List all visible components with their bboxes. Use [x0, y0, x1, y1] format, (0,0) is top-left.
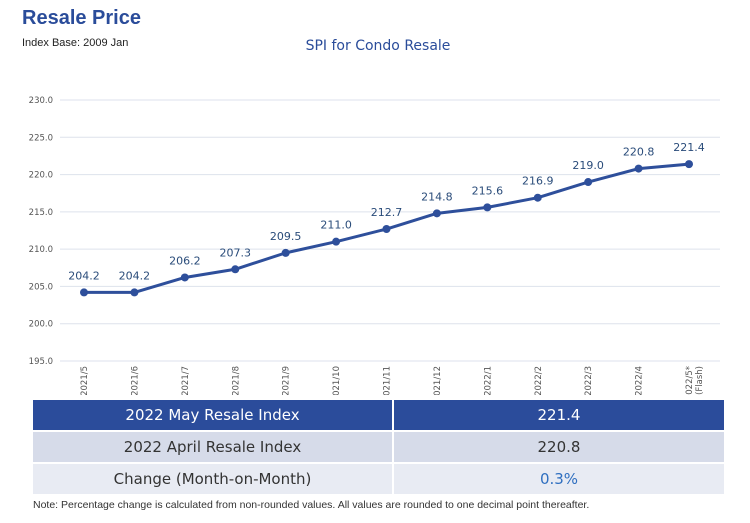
x-tick-label: 2021/7 — [181, 366, 191, 395]
x-tick-group: 2021/6 — [130, 366, 140, 395]
x-tick-label: 2021/8 — [231, 366, 241, 395]
x-tick-group: 2021/9 — [282, 366, 292, 395]
x-tick-label: 2021/10 — [332, 366, 342, 395]
data-point — [584, 178, 592, 186]
x-tick-label: 2021/9 — [282, 366, 292, 395]
y-tick-label: 200.0 — [29, 320, 53, 330]
summary-row: 2022 April Resale Index 220.8 — [33, 432, 724, 462]
data-point — [635, 165, 643, 173]
data-label: 219.0 — [572, 159, 604, 172]
data-label: 215.6 — [472, 184, 504, 197]
x-tick-group: 2021/10 — [332, 366, 342, 395]
data-label: 212.7 — [371, 206, 403, 219]
y-tick-label: 225.0 — [29, 133, 53, 143]
data-point — [130, 288, 138, 296]
x-tick-label: 2022/3 — [584, 366, 594, 395]
data-label: 209.5 — [270, 230, 302, 243]
x-tick-group: 2022/3 — [584, 366, 594, 395]
summary-value: 221.4 — [394, 400, 724, 430]
data-label: 220.8 — [623, 146, 655, 159]
data-label: 221.4 — [673, 141, 705, 154]
x-tick-label: 2021/12 — [433, 366, 443, 395]
data-label: 206.2 — [169, 254, 201, 267]
data-point — [181, 273, 189, 281]
y-tick-label: 220.0 — [29, 171, 53, 181]
chart-title: SPI for Condo Resale — [306, 38, 451, 54]
line-chart: SPI for Condo Resale 230.0 225.0 220.0 215.… — [0, 0, 750, 395]
data-label: 216.9 — [522, 175, 554, 188]
footnote: Note: Percentage change is calculated fr… — [33, 499, 589, 511]
x-tick-label: 2021/5 — [80, 366, 90, 395]
data-label: 211.0 — [320, 219, 352, 232]
data-label: 214.8 — [421, 190, 453, 203]
y-tick-label: 210.0 — [29, 245, 53, 255]
summary-label: 2022 May Resale Index — [33, 400, 394, 430]
data-label: 207.3 — [220, 246, 252, 259]
data-point — [282, 249, 290, 257]
data-point — [332, 238, 340, 246]
x-tick-group: 2022/2 — [534, 366, 544, 395]
x-tick-group: 2021/5 — [80, 366, 90, 395]
x-tick-group: 2022/4 — [635, 366, 645, 395]
y-tick-label: 215.0 — [29, 208, 53, 218]
summary-value: 0.3% — [394, 464, 724, 494]
summary-label: Change (Month-on-Month) — [33, 464, 394, 494]
summary-value: 220.8 — [394, 432, 724, 462]
x-tick-group: 2021/7 — [181, 366, 191, 395]
x-tick-group: 2021/12 — [433, 366, 443, 395]
data-point — [534, 194, 542, 202]
summary-label: 2022 April Resale Index — [33, 432, 394, 462]
data-point — [231, 265, 239, 273]
data-point — [685, 160, 693, 168]
x-tick-group: 2022/5* (Flash) — [685, 366, 705, 395]
x-tick-label: 2022/2 — [534, 366, 544, 395]
data-label: 204.2 — [68, 269, 100, 282]
summary-row: 2022 May Resale Index 221.4 — [33, 400, 724, 430]
x-tick-label: 2022/5* — [685, 366, 695, 395]
x-tick-group: 2022/1 — [483, 366, 493, 395]
data-point — [383, 225, 391, 233]
data-point — [483, 203, 491, 211]
data-label: 204.2 — [119, 269, 151, 282]
x-tick-label: 2021/6 — [130, 366, 140, 395]
x-tick-group: 2021/8 — [231, 366, 241, 395]
data-point — [80, 288, 88, 296]
y-tick-label: 195.0 — [29, 357, 53, 367]
x-tick-sublabel: (Flash) — [695, 366, 705, 395]
summary-row: Change (Month-on-Month) 0.3% — [33, 464, 724, 494]
x-tick-group: 2021/11 — [383, 366, 393, 395]
x-tick-label: 2021/11 — [383, 366, 393, 395]
summary-table: 2022 May Resale Index 221.4 2022 April Res… — [33, 398, 724, 496]
y-tick-label: 230.0 — [29, 96, 53, 106]
data-point — [433, 209, 441, 217]
y-tick-label: 205.0 — [29, 282, 53, 292]
x-tick-label: 2022/4 — [635, 366, 645, 395]
x-tick-label: 2022/1 — [483, 366, 493, 395]
